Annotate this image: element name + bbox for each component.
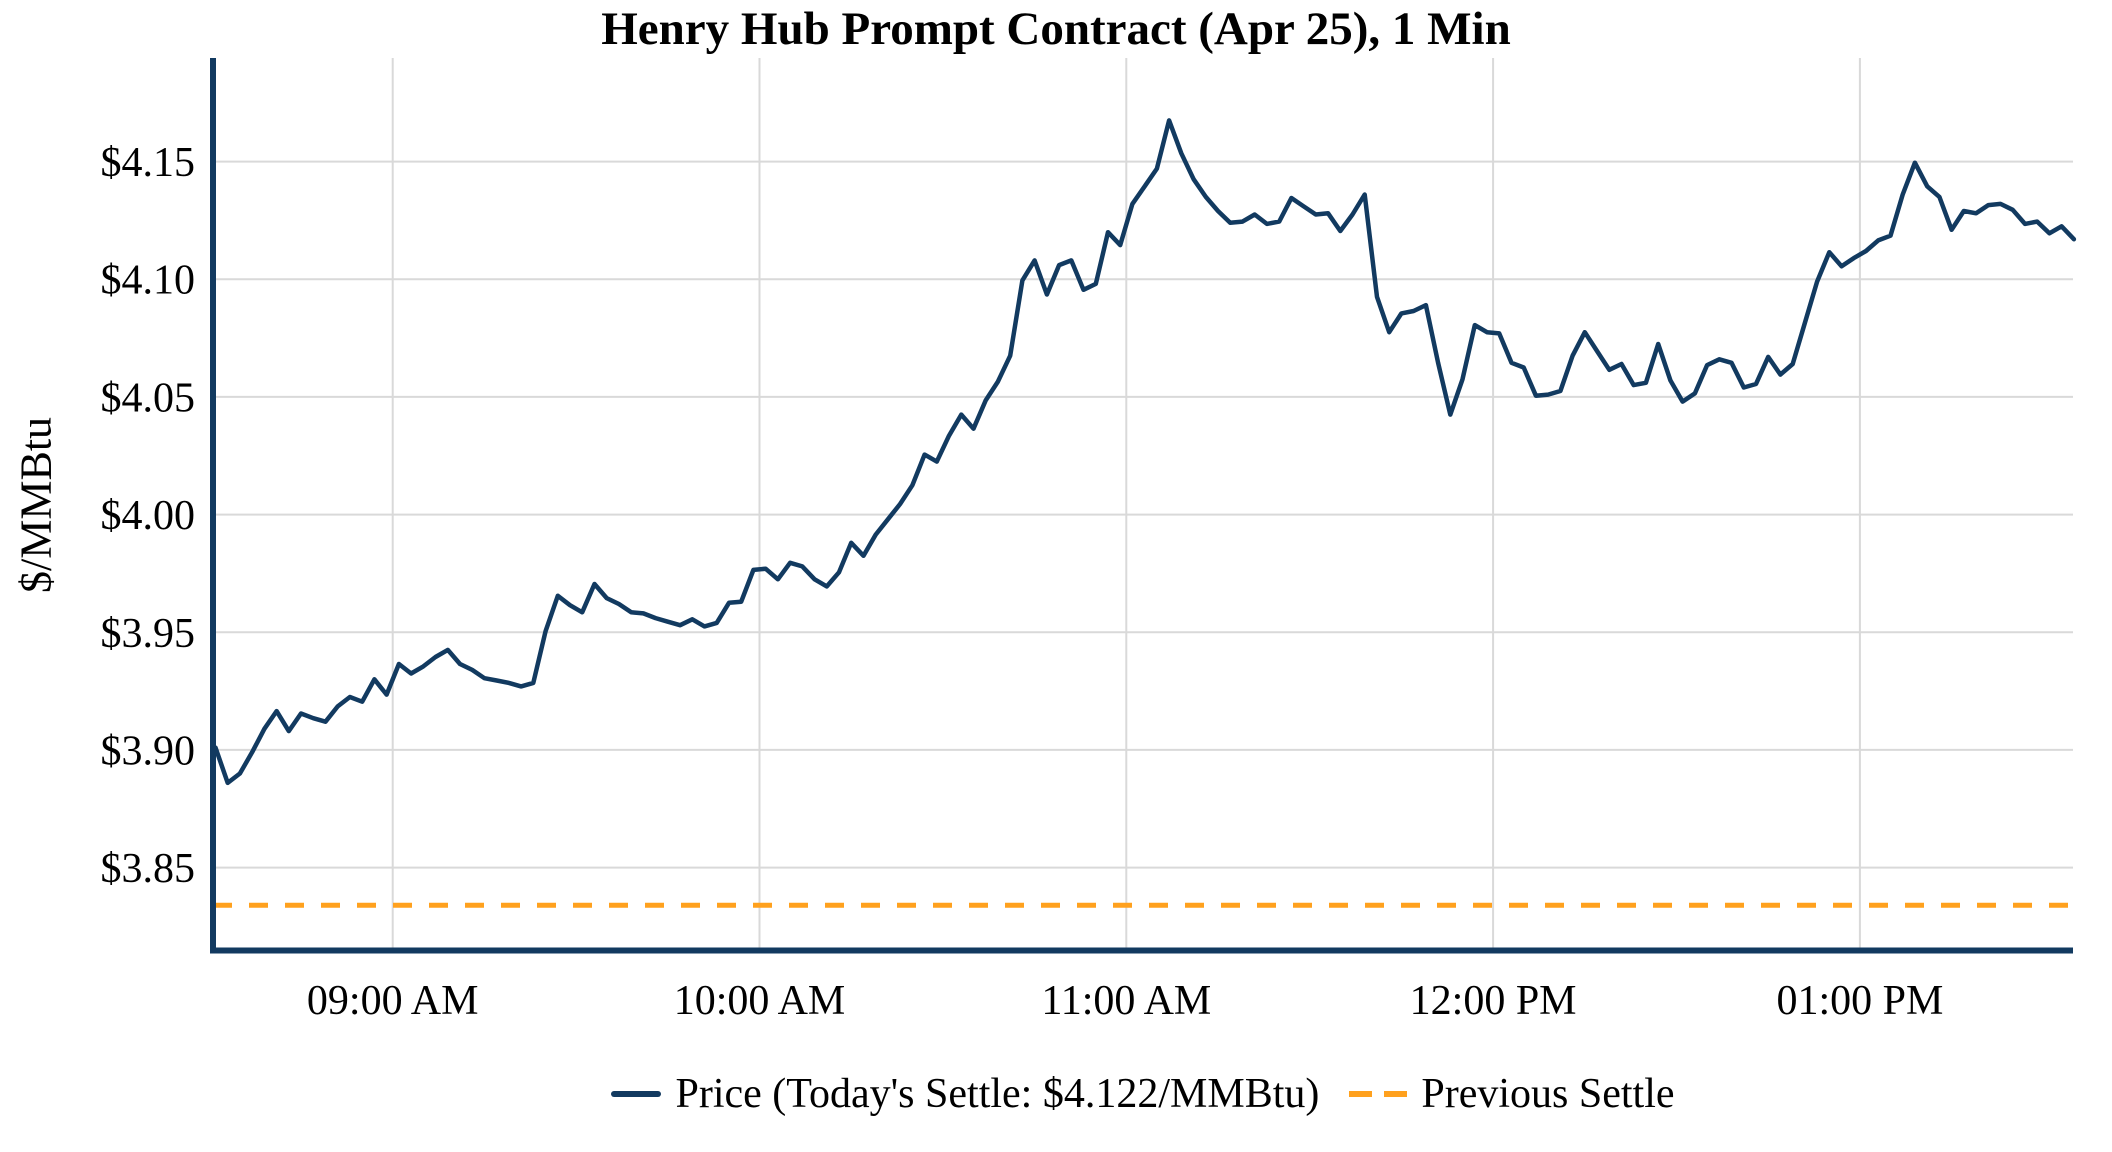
price-line-swatch (611, 1091, 662, 1097)
y-tick-label: $4.00 (101, 493, 196, 539)
price-legend-label: Price (Today's Settle: $4.122/MMBtu) (675, 1071, 1320, 1117)
x-tick-label: 01:00 PM (1776, 978, 1943, 1024)
x-tick-label: 10:00 AM (674, 978, 846, 1024)
y-tick-label: $3.85 (101, 846, 196, 892)
previous-settle-swatch (1349, 1091, 1408, 1097)
chart-title: Henry Hub Prompt Contract (Apr 25), 1 Mi… (601, 3, 1511, 55)
y-tick-label: $4.15 (101, 140, 196, 186)
x-tick-label: 11:00 AM (1041, 978, 1211, 1024)
x-tick-label: 12:00 PM (1410, 978, 1577, 1024)
chart-legend: Price (Today's Settle: $4.122/MMBtu) Pre… (213, 1064, 2073, 1124)
y-tick-label: $4.05 (101, 375, 196, 421)
x-tick-label: 09:00 AM (307, 978, 479, 1024)
y-tick-label: $3.95 (101, 611, 196, 657)
price-line (213, 118, 2077, 786)
y-tick-label: $3.90 (101, 728, 196, 774)
previous-settle-legend-label: Previous Settle (1421, 1071, 1675, 1117)
y-tick-label: $4.10 (101, 258, 196, 304)
